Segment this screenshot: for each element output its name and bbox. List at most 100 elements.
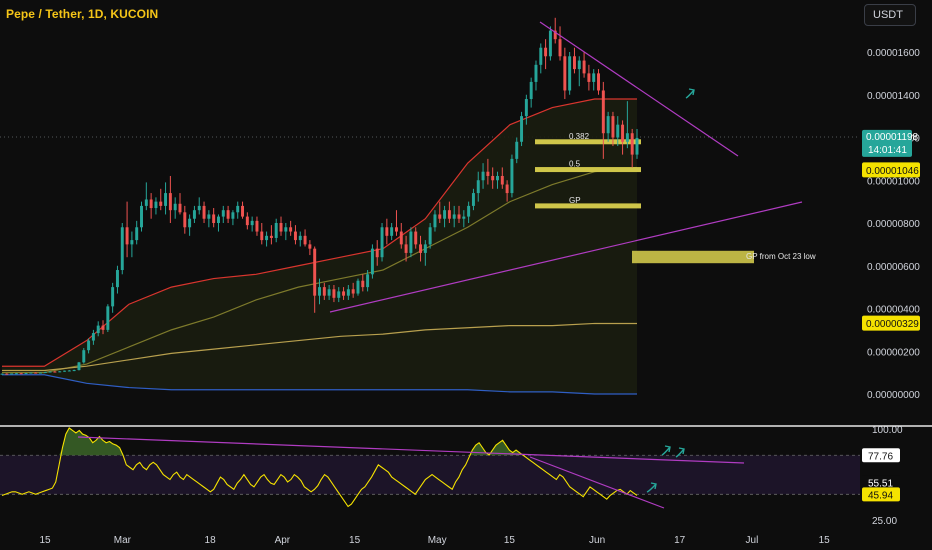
candle (346, 284, 350, 300)
candle-body (601, 90, 605, 134)
candle-body (558, 39, 562, 57)
candle (308, 240, 312, 256)
time-tick-label: May (428, 535, 447, 546)
candle-body (568, 56, 572, 91)
candle (53, 370, 57, 373)
candle-body (130, 240, 134, 245)
candle-body (447, 210, 451, 219)
ma-line-blue (2, 374, 637, 395)
candle-body (621, 124, 625, 142)
candle-body (226, 210, 230, 219)
candle (63, 370, 67, 372)
price-tick-label: 0.00001600 (867, 48, 920, 59)
arrow-markers (646, 88, 695, 493)
price-axis[interactable]: 0.00000000 0.00000200 0.00000400 0.00000600… (862, 48, 920, 527)
candle (370, 244, 374, 279)
arrow-head (678, 447, 685, 455)
candle (500, 167, 504, 189)
candle (597, 69, 600, 95)
candle (534, 60, 538, 91)
candle (43, 371, 47, 374)
candle-body (58, 371, 62, 373)
price-tick-label: 0.00000200 (867, 347, 920, 358)
currency-button[interactable]: USDT (864, 4, 916, 26)
candle-body (611, 116, 615, 138)
candle (544, 39, 548, 70)
candle (327, 284, 331, 300)
time-tick-label: Apr (275, 535, 291, 546)
candle-body (43, 371, 47, 373)
candle (14, 373, 18, 375)
candle-body (322, 287, 326, 296)
candle-body (486, 171, 490, 176)
rsi-axis-label: 25.00 (872, 516, 897, 527)
candle (375, 240, 379, 266)
candle (154, 197, 158, 215)
candle-body (587, 73, 591, 82)
candle (520, 111, 524, 147)
countdown-label: 14:01:41 (868, 145, 907, 156)
candle (39, 372, 42, 374)
candle (5, 373, 9, 375)
candle-body (14, 373, 18, 375)
candle-body (385, 227, 389, 236)
candle-body (111, 287, 115, 307)
candle-body (616, 124, 620, 138)
candle (419, 235, 423, 262)
candle-body (505, 184, 509, 194)
time-tick-label: 15 (349, 535, 361, 546)
candle (140, 201, 143, 232)
time-axis[interactable]: 15 Mar 18 Apr 15 May 15 Jun 17 Jul 15 (39, 535, 830, 546)
candle-body (231, 212, 235, 219)
candle (332, 284, 336, 303)
rsi-lower-badge (862, 487, 900, 502)
candle-body (308, 244, 312, 249)
candle-body (520, 116, 524, 142)
candle (241, 201, 245, 219)
candle-body (106, 306, 110, 330)
candle (322, 282, 326, 300)
candle-body (10, 373, 14, 375)
candle-body (548, 30, 552, 57)
candle-body (327, 289, 331, 296)
candle (404, 235, 408, 262)
candle-body (250, 220, 254, 226)
time-tick-label: Jun (589, 535, 605, 546)
candle (366, 270, 370, 292)
candle-body (29, 372, 33, 374)
candle-body (346, 289, 350, 296)
candle (202, 201, 206, 223)
candle-body (572, 56, 576, 70)
candle (231, 210, 235, 226)
candle (505, 180, 509, 202)
candle-body (491, 175, 495, 181)
price-tick-label: 0.00000600 (867, 262, 920, 273)
candle-body (284, 227, 288, 232)
candle-body (48, 371, 52, 373)
fib-level-label: 0.382 (569, 132, 590, 141)
candle-body (53, 371, 57, 373)
arrow-head (664, 445, 671, 453)
candle-body (236, 205, 240, 213)
candle (558, 26, 562, 61)
candle (29, 372, 33, 374)
rsi-trendline-lower (529, 456, 665, 509)
candle-body (351, 289, 355, 294)
candle (433, 210, 437, 232)
candle (135, 220, 139, 245)
candle (452, 205, 456, 228)
candle-body (168, 193, 172, 211)
candle (226, 205, 230, 223)
candle (635, 128, 639, 159)
candle (409, 227, 413, 258)
candle (572, 47, 576, 74)
candle-body (19, 373, 23, 375)
candle (491, 167, 495, 189)
time-tick-label: 15 (504, 535, 516, 546)
candle (236, 201, 240, 219)
ascending-trendline (329, 201, 803, 313)
candle-body (63, 370, 67, 372)
candle (524, 94, 528, 125)
candle-body (207, 214, 211, 219)
